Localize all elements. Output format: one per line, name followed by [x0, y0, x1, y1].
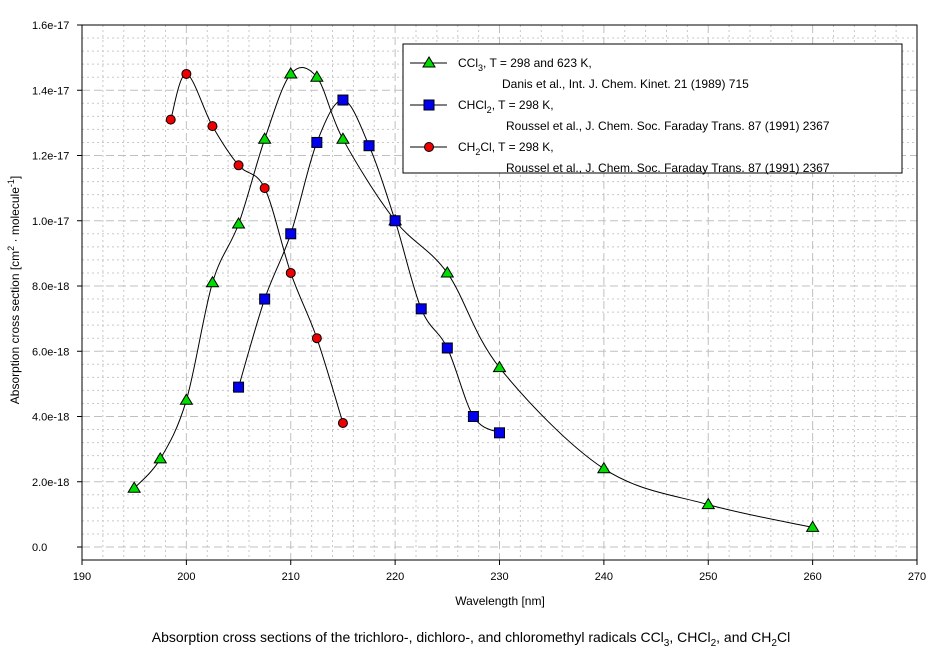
data-point-ccl3 [309, 70, 324, 82]
legend-subscript: 3 [478, 63, 483, 73]
data-point-chcl2 [415, 303, 427, 315]
data-point-ch2cl [207, 121, 218, 132]
data-point-ccl3 [179, 393, 194, 405]
data-point-ccl3 [205, 275, 220, 288]
y-tick-label: 4.0e-18 [32, 412, 69, 424]
caption-text-4: Cl [776, 629, 791, 645]
data-point-ccl3 [231, 217, 246, 229]
caption-sub-3: 2 [771, 637, 777, 649]
data-point-chcl2 [494, 427, 505, 439]
data-point-chcl2 [363, 140, 375, 152]
legend-subscript: 2 [487, 105, 492, 115]
caption-sub-2: 2 [710, 637, 717, 649]
legend-species: CCl [458, 56, 478, 70]
x-tick-label: 200 [177, 571, 195, 583]
data-point-ccl3 [805, 520, 820, 532]
x-tick-label: 250 [699, 571, 717, 583]
y-tick-label: 8.0e-18 [32, 281, 69, 293]
data-point-chcl2 [259, 293, 271, 305]
y-tick-label: 0.0 [32, 542, 47, 554]
caption-text-2: , CHCl [669, 629, 711, 645]
legend-reference: Roussel et al., J. Chem. Soc. Faraday Tr… [506, 119, 830, 133]
y-tick-label: 1.6e-17 [32, 20, 69, 32]
legend-conditions: , T = 298 K, [492, 98, 554, 112]
y-tick-label: 1.4e-17 [32, 85, 69, 97]
data-point-chcl2 [389, 215, 401, 227]
legend-item-chcl2: CHCl2, T = 298 K, Roussel et al., J. Chem… [410, 98, 830, 133]
legend-reference: Roussel et al., J. Chem. Soc. Faraday Tr… [506, 161, 830, 175]
series-layer [127, 66, 820, 532]
data-point-ch2cl [181, 68, 192, 79]
data-point-ccl3 [153, 451, 168, 464]
data-point-ch2cl [233, 160, 244, 171]
x-tick-label: 190 [73, 571, 91, 583]
data-point-chcl2 [467, 411, 479, 422]
series-line-ccl3 [133, 67, 813, 528]
x-tick-label: 220 [386, 571, 404, 583]
y-tick-label: 1.0e-17 [32, 216, 69, 228]
x-tick-label: 210 [282, 571, 300, 583]
legend-conditions: Cl, T = 298 K, [480, 140, 553, 154]
y-axis-label-sup2: -1 [6, 179, 16, 187]
caption-text-1: Absorption cross sections of the trichlo… [151, 629, 664, 645]
legend-conditions: , T = 298 and 623 K, [483, 56, 592, 70]
data-point-chcl2 [285, 228, 297, 240]
y-tick-label: 2.0e-18 [32, 477, 69, 489]
y-axis-label-mid: · molecule [8, 187, 22, 246]
x-tick-label: 270 [908, 571, 926, 583]
data-point-ccl3 [596, 461, 611, 474]
x-tick-label: 230 [490, 571, 508, 583]
data-point-ccl3 [127, 481, 142, 493]
chart: 190 200 210 220 230 240 250 260 270 0.0 2.0e-18 4.0… [6, 20, 926, 608]
legend-subscript: 2 [475, 147, 480, 157]
y-axis-label-pre: Absorption cross section [cm [8, 251, 22, 404]
legend-reference: Danis et al., Int. J. Chem. Kinet. 21 (1… [502, 77, 749, 91]
legend-species: CHCl [458, 98, 487, 112]
series-chcl2 [233, 94, 505, 439]
data-point-ch2cl [337, 418, 348, 429]
series-ch2cl [165, 68, 348, 429]
legend-label: CCl3, T = 298 and 623 K, [458, 56, 592, 73]
legend-species: CH [458, 140, 475, 154]
caption-sub-1: 3 [663, 637, 670, 649]
caption-text-3: , and CH [716, 629, 772, 645]
data-point-ch2cl [165, 114, 176, 125]
legend-item-ch2cl: CH2Cl, T = 298 K, Roussel et al., J. Chem… [410, 140, 830, 175]
legend-marker-triangle-icon [422, 56, 436, 68]
legend-box [402, 43, 903, 174]
data-point-chcl2 [233, 381, 245, 393]
y-tick-label: 6.0e-18 [32, 346, 69, 358]
y-axis-label-sup1: 2 [6, 246, 16, 251]
figure-caption: Absorption cross sections of the trichlo… [0, 629, 942, 649]
data-point-ccl3 [257, 132, 272, 144]
legend-item-ccl3: CCl3, T = 298 and 623 K, Danis et al., In… [410, 56, 749, 91]
data-point-ccl3 [440, 265, 455, 278]
data-point-ccl3 [492, 360, 507, 373]
data-point-chcl2 [337, 94, 349, 106]
data-point-ch2cl [259, 183, 270, 194]
axes: 190 200 210 220 230 240 250 260 270 0.0 2.0e-18 4.0… [32, 20, 926, 583]
y-axis-label: Absorption cross section [cm2 · molecule… [6, 176, 22, 404]
data-point-ccl3 [283, 66, 298, 79]
legend-marker-circle-icon [424, 142, 434, 152]
data-point-ch2cl [285, 267, 296, 278]
x-tick-label: 240 [595, 571, 613, 583]
data-point-ccl3 [701, 497, 716, 510]
data-point-ccl3 [336, 132, 350, 144]
data-point-chcl2 [441, 342, 453, 354]
legend: CCl3, T = 298 and 623 K, Danis et al., In… [402, 43, 903, 175]
data-point-chcl2 [311, 136, 323, 148]
y-axis-label-post: ] [8, 176, 22, 179]
x-tick-label: 260 [803, 571, 821, 583]
data-point-ch2cl [311, 333, 322, 344]
series-line-ch2cl [170, 73, 344, 424]
y-tick-label: 1.2e-17 [32, 151, 69, 163]
legend-marker-square-icon [423, 99, 435, 111]
legend-label: CHCl2, T = 298 K, [458, 98, 554, 115]
x-axis-label: Wavelength [nm] [455, 594, 545, 608]
legend-label: CH2Cl, T = 298 K, [458, 140, 554, 157]
